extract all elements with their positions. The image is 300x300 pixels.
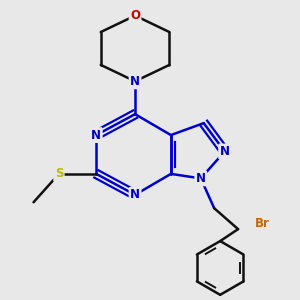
Text: N: N <box>130 75 140 88</box>
Text: O: O <box>130 9 140 22</box>
Text: N: N <box>91 129 101 142</box>
Text: N: N <box>220 145 230 158</box>
Text: N: N <box>196 172 206 185</box>
Text: N: N <box>130 188 140 201</box>
Text: Br: Br <box>254 217 269 230</box>
Text: S: S <box>55 167 63 180</box>
